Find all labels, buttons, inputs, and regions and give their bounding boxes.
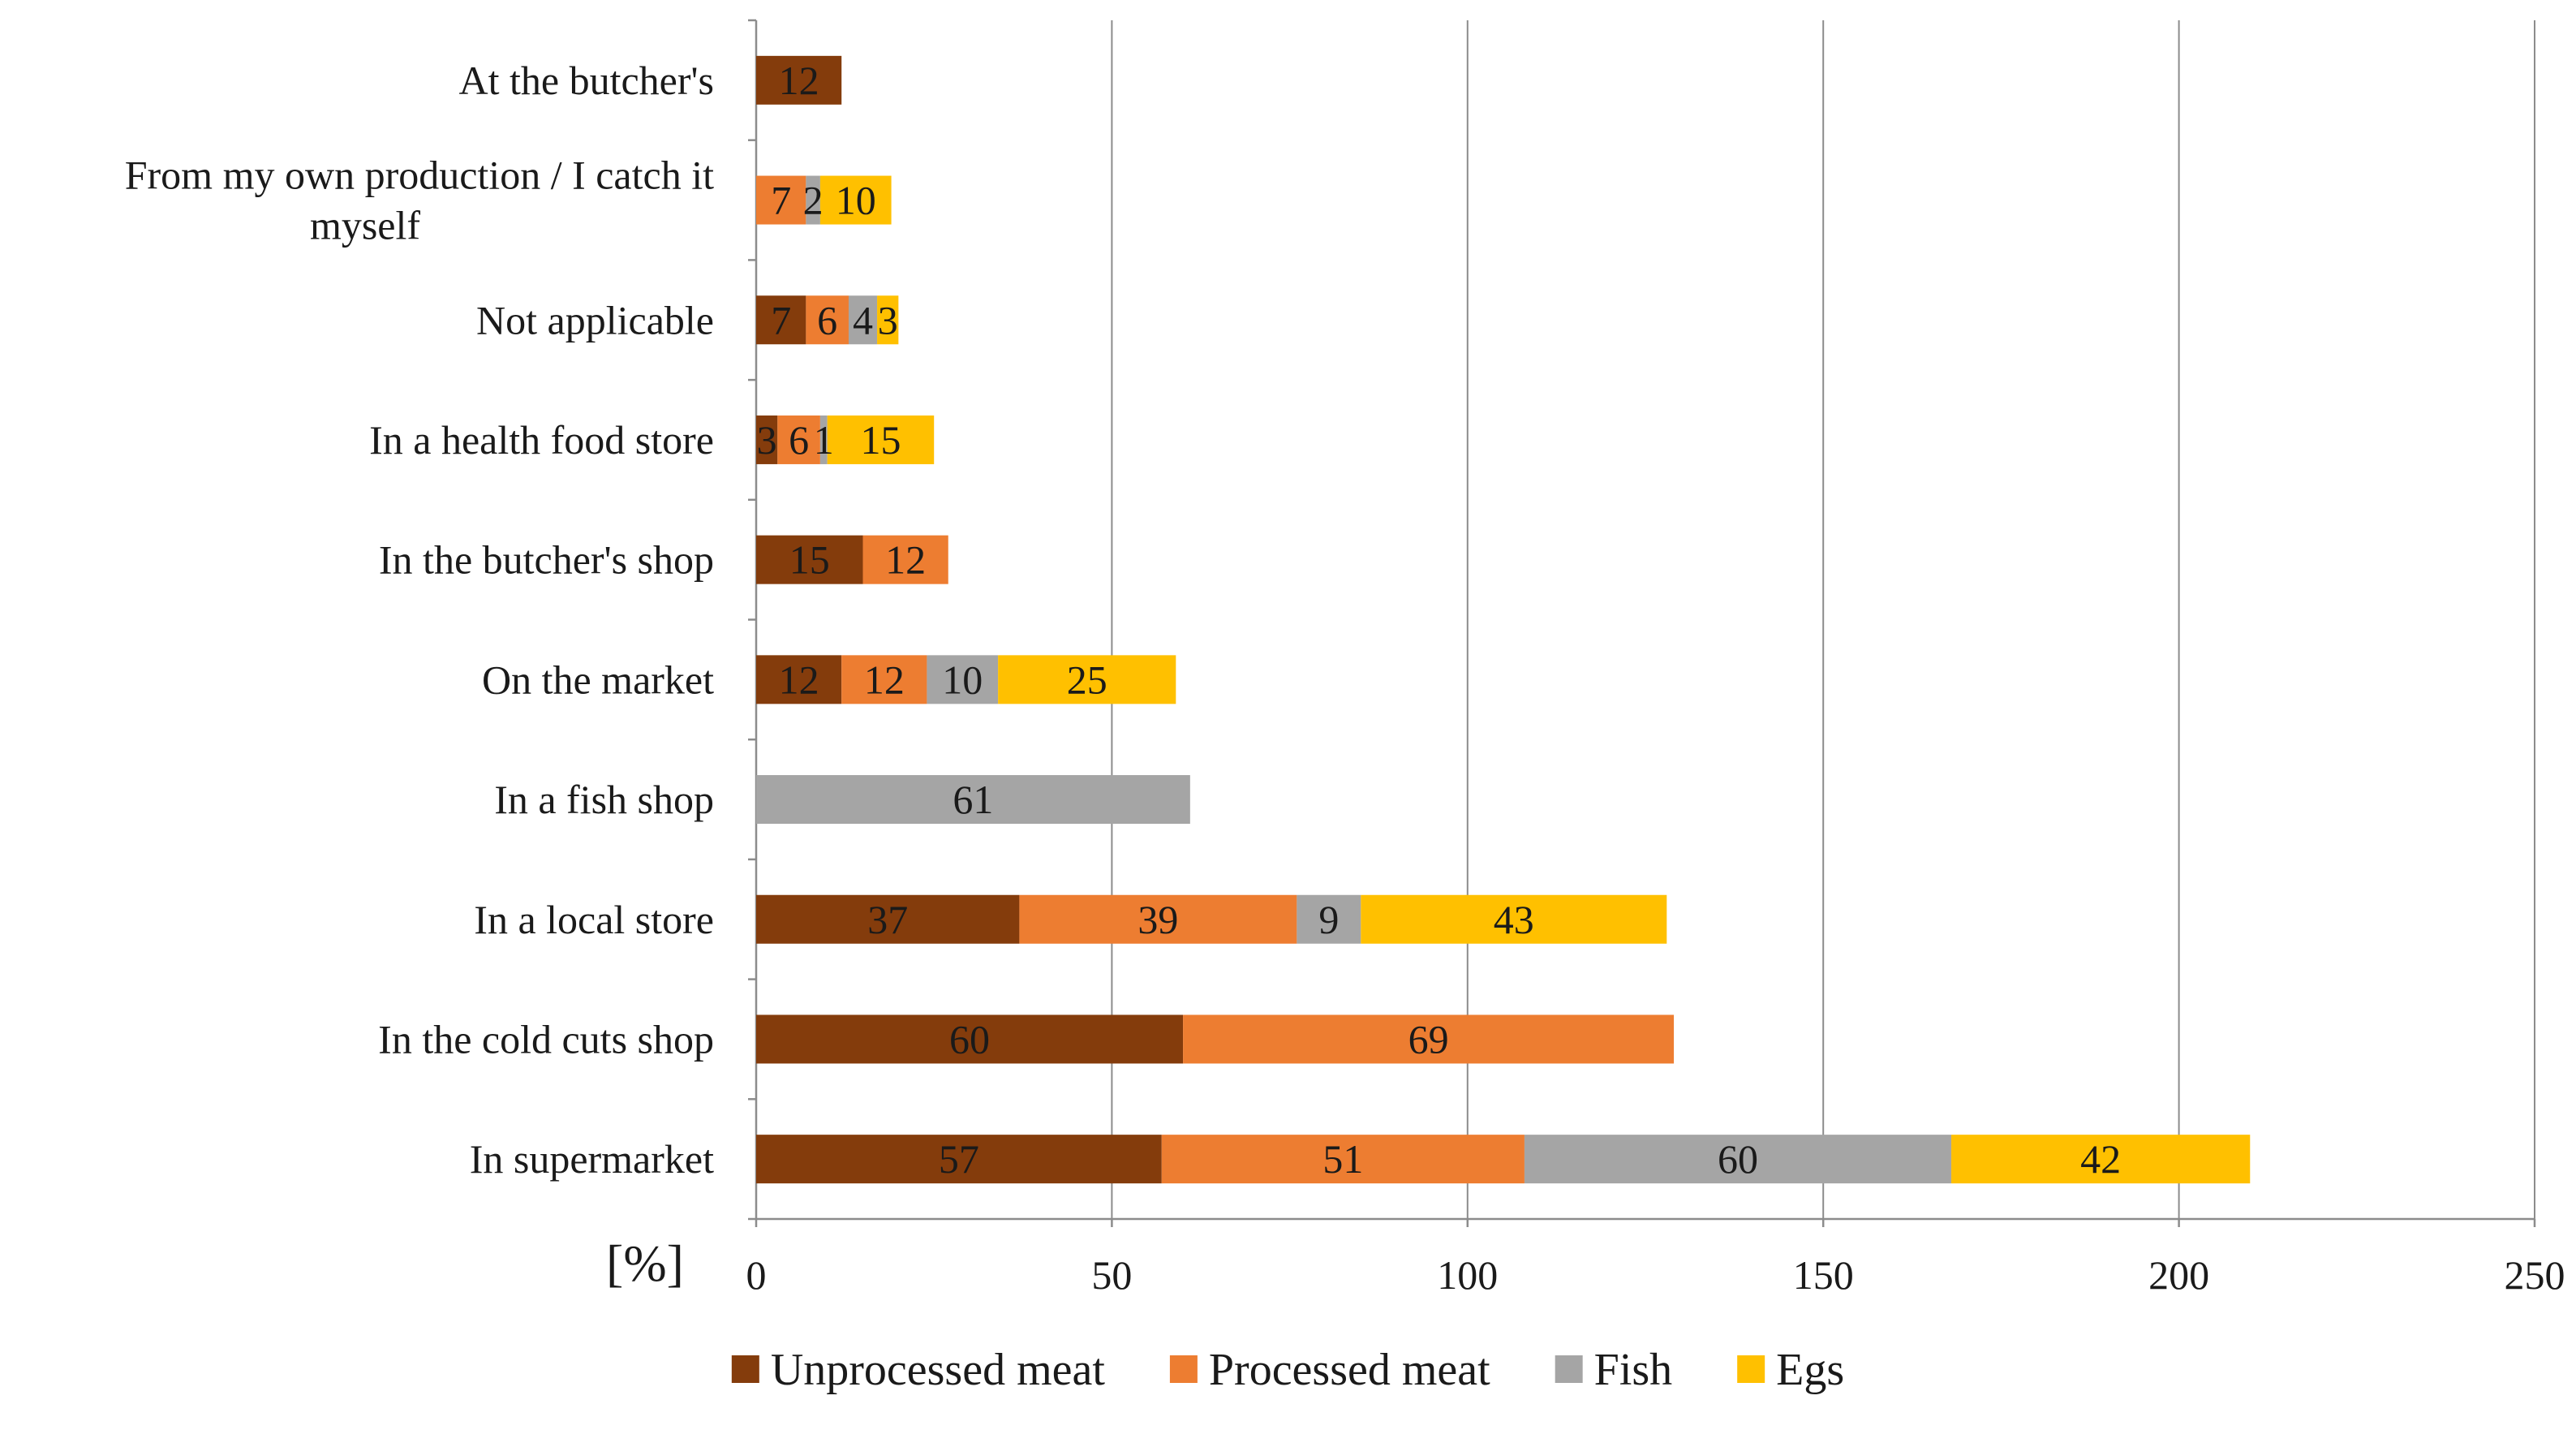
category-label-line: myself [310,203,420,248]
bar-segment-processed-meat [777,415,820,464]
bar-segment-unprocessed-meat [756,1135,1162,1184]
data-label: 51 [1322,1136,1363,1182]
data-label: 60 [949,1016,990,1062]
legend: Unprocessed meat Processed meat Fish Egs [731,1345,1844,1395]
bar-segment-unprocessed-meat [756,55,842,105]
bar-segment-processed-meat [1019,894,1297,944]
category-label: In a health food store [369,417,714,463]
bar-segment-fish [756,775,1190,825]
bar-segment-unprocessed-meat [756,1014,1184,1064]
bar-segment-processed-meat [1183,1014,1675,1064]
x-tick-label: 200 [2148,1252,2209,1298]
category-label: In a fish shop [494,777,714,822]
data-label: 69 [1408,1016,1449,1062]
legend-swatch [1737,1355,1765,1383]
data-label: 43 [1494,897,1534,942]
bar-segment-fish [1297,894,1361,944]
data-label: 42 [2080,1136,2121,1182]
bar-segment-processed-meat [756,175,806,225]
bar-segment-fish [927,655,999,704]
bar-segment-egs [998,655,1176,704]
category-label: In a local store [474,897,714,942]
bar-segment-fish [806,175,820,225]
data-label: 7 [771,178,791,223]
bar-segment-egs [819,175,892,225]
bar-segment-processed-meat [1161,1135,1525,1184]
data-label: 6 [817,297,837,342]
data-label: 1 [814,417,834,463]
bar-segment-egs [1361,894,1667,944]
data-label: 12 [885,537,926,583]
legend-swatch [731,1355,759,1383]
data-label: 9 [1318,897,1339,942]
legend-item-processed-meat: Processed meat [1169,1345,1490,1395]
category-label: Not applicable [476,297,714,342]
x-axis-unit-label: [%] [606,1234,684,1292]
category-label-line: From my own production / I catch it [125,153,714,198]
bar-segment-fish [819,415,828,464]
data-label: 57 [939,1136,979,1182]
category-label: At the butcher's [459,58,714,103]
x-tick-label: 150 [1793,1252,1854,1298]
x-tick-label: 50 [1091,1252,1132,1298]
data-label: 4 [853,297,873,342]
bar-segment-unprocessed-meat [756,415,778,464]
bar-segment-unprocessed-meat [756,655,842,704]
x-tick-label: 250 [2505,1252,2565,1298]
data-label: 61 [953,777,993,822]
data-label: 12 [864,657,905,702]
legend-label: Fish [1594,1345,1673,1395]
data-label: 2 [803,178,824,223]
category-label: From my own production / I catch it mysel… [125,153,714,248]
data-label: 12 [779,58,819,103]
bar-segment-egs [827,415,935,464]
data-label: 7 [771,297,791,342]
data-label: 15 [789,537,830,583]
bar-segment-fish [848,295,878,345]
data-label: 10 [836,178,876,223]
bar-segment-unprocessed-meat [756,295,806,345]
category-labels: At the butcher's From my own production /… [125,58,714,1182]
data-label: 37 [867,897,908,942]
bar-segment-unprocessed-meat [756,894,1020,944]
legend-label: Egs [1776,1345,1844,1395]
bar-segment-processed-meat [862,535,948,584]
legend-swatch [1169,1355,1198,1383]
data-label: 6 [789,417,809,463]
legend-item-egs: Egs [1737,1345,1844,1395]
data-label: 15 [860,417,901,463]
data-label: 60 [1718,1136,1758,1182]
bars [756,55,2251,1184]
x-tick-label: 0 [746,1252,767,1298]
bar-segment-processed-meat [806,295,849,345]
legend-item-unprocessed-meat: Unprocessed meat [731,1345,1106,1395]
x-tick-label: 100 [1437,1252,1498,1298]
x-tick-labels: 0 50 100 150 200 250 [746,1252,2565,1298]
bar-segment-fish [1524,1135,1952,1184]
data-label: 25 [1067,657,1107,702]
data-label: 3 [878,297,898,342]
category-label: In the cold cuts shop [378,1016,714,1062]
bar-segment-egs [1951,1135,2251,1184]
bar-segment-processed-meat [841,655,927,704]
legend-label: Processed meat [1209,1345,1490,1395]
legend-swatch [1555,1355,1583,1383]
category-label: On the market [482,657,714,702]
data-label: 12 [779,657,819,702]
category-label: In the butcher's shop [379,537,714,583]
category-label: In supermarket [470,1136,714,1182]
bar-segment-egs [877,295,899,345]
bar-segment-unprocessed-meat [756,535,863,584]
data-label: 10 [942,657,983,702]
data-label: 39 [1137,897,1178,942]
data-label: 3 [757,417,777,463]
legend-item-fish: Fish [1555,1345,1673,1395]
legend-label: Unprocessed meat [771,1345,1106,1395]
